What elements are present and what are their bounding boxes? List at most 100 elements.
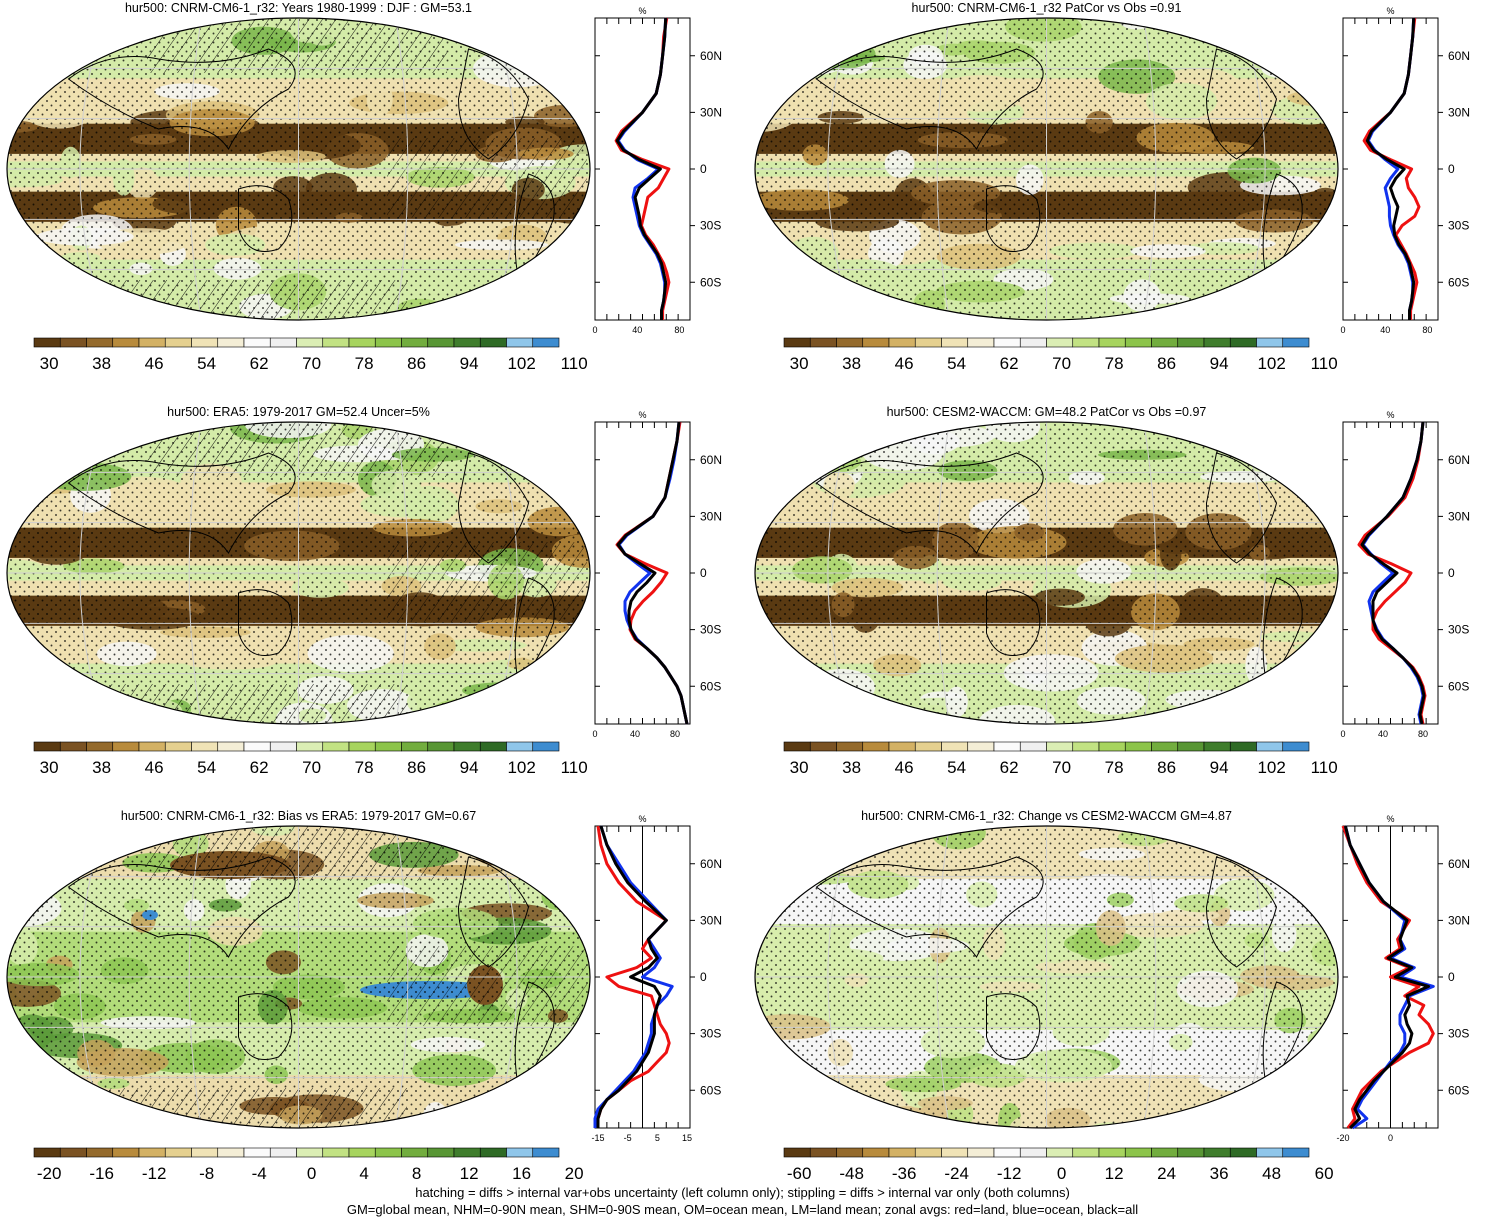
- colorbar-box: [296, 337, 324, 348]
- colorbar-label: 16: [512, 1164, 531, 1183]
- colorbar-box: [809, 741, 837, 752]
- colorbar-box: [941, 1147, 969, 1158]
- colorbar-label: 38: [842, 758, 861, 777]
- colorbar-box: [1124, 1147, 1152, 1158]
- colorbar-label: 38: [92, 758, 111, 777]
- colorbar-box: [993, 741, 1021, 752]
- coastline: [238, 993, 293, 1060]
- zonal-xtick-label: 40: [630, 729, 640, 739]
- map-title: hur500: CNRM-CM6-1_r32: Years 1980-1999 …: [125, 1, 472, 15]
- colorbar-box: [836, 337, 864, 348]
- colorbar-label: 110: [1311, 354, 1338, 373]
- zonal-ytick-label: 0: [700, 566, 707, 580]
- zonal-ytick-label: 60N: [1448, 453, 1470, 467]
- colorbar-box: [783, 1147, 811, 1158]
- colorbar-box: [138, 1147, 166, 1158]
- colorbar-label: 70: [302, 758, 321, 777]
- zonal-panel-3: % 0 40 80 60N 30N 0 30S 60S: [592, 410, 722, 739]
- hatching: [67, 1088, 407, 1128]
- colorbar-label: -20: [37, 1164, 62, 1183]
- colorbar-label: 38: [92, 354, 111, 373]
- colorbar-box: [86, 1147, 114, 1158]
- footnote-hatching: hatching = diffs > internal var+obs unce…: [415, 1185, 1070, 1200]
- colorbar-box: [1151, 741, 1179, 752]
- colorbar-box: [453, 741, 481, 752]
- zonal-ytick-label: 30N: [1448, 913, 1470, 927]
- colorbar-box: [532, 337, 560, 348]
- colorbar-box: [322, 741, 350, 752]
- zonal-ytick-label: 60N: [1448, 857, 1470, 871]
- map-border: [6, 17, 591, 321]
- colorbar-label: 54: [197, 354, 216, 373]
- zonal-line-all: [1365, 17, 1416, 320]
- colorbar-box: [1256, 1147, 1284, 1158]
- colorbar-box: [322, 337, 350, 348]
- colorbar-box: [33, 741, 61, 752]
- hatching: [67, 280, 407, 320]
- colorbar-box: [888, 1147, 916, 1158]
- colorbar-label: 54: [947, 758, 966, 777]
- colorbar-box: [1177, 1147, 1205, 1158]
- map-panel-2: hur500: CNRM-CM6-1_r32 PatCor vs Obs =0.…: [754, 1, 1339, 321]
- colorbar-box: [164, 337, 192, 348]
- colorbar-box: [836, 741, 864, 752]
- colorbar-box: [993, 337, 1021, 348]
- coastline: [67, 452, 296, 554]
- map-panel-3: hur500: ERA5: 1979-2017 GM=52.4 Uncer=5%: [6, 405, 591, 725]
- colorbar-label: 62: [1000, 354, 1019, 373]
- colorbar-box: [191, 741, 219, 752]
- coastline: [238, 589, 293, 656]
- colorbar-label: 102: [507, 758, 535, 777]
- colorbar-box: [453, 1147, 481, 1158]
- colorbar-2: 30 38 46 54 62 70 78 86 94 102 110: [783, 337, 1338, 373]
- map-border: [754, 825, 1339, 1129]
- map-field: [7, 18, 590, 320]
- zonal-ytick-label: 30S: [700, 623, 721, 637]
- colorbar-box: [506, 337, 534, 348]
- zonal-xtick-label: 5: [655, 1133, 660, 1143]
- zonal-xtick-label: 0: [592, 325, 597, 335]
- colorbar-label: 94: [1210, 354, 1229, 373]
- zonal-ytick-label: 30N: [700, 509, 722, 523]
- colorbar-box: [914, 337, 942, 348]
- colorbar-box: [1019, 741, 1047, 752]
- colorbar-box: [941, 741, 969, 752]
- colorbar-label: 110: [561, 758, 588, 777]
- colorbar-label: 12: [460, 1164, 479, 1183]
- hatching: [387, 138, 587, 218]
- colorbar-label: 62: [250, 758, 269, 777]
- colorbar-box: [243, 1147, 271, 1158]
- colorbar-box: [1046, 741, 1074, 752]
- colorbar-box: [479, 741, 507, 752]
- colorbar-box: [374, 337, 402, 348]
- colorbar-box: [86, 741, 114, 752]
- zonal-ytick-label: 0: [700, 162, 707, 176]
- colorbar-label: 30: [40, 354, 59, 373]
- colorbar-box: [269, 741, 297, 752]
- colorbar-box: [191, 1147, 219, 1158]
- colorbar-box: [217, 1147, 245, 1158]
- zonal-panel-5: % -15 -5 5 15 60N 30N 0 30S 60S: [591, 814, 722, 1143]
- colorbar-label: 60: [1315, 1164, 1334, 1183]
- coastline: [815, 48, 1044, 150]
- zonal-line-all: [1343, 825, 1430, 1130]
- colorbar-box: [1229, 741, 1257, 752]
- colorbar-box: [1072, 337, 1100, 348]
- map-title: hur500: CNRM-CM6-1_r32 PatCor vs Obs =0.…: [912, 1, 1182, 15]
- coastline: [457, 48, 530, 160]
- colorbar-box: [374, 741, 402, 752]
- colorbar-label: 36: [1210, 1164, 1229, 1183]
- zonal-panel-4: % 0 40 80 60N 30N 0 30S 60S: [1340, 410, 1470, 739]
- colorbar-box: [243, 337, 271, 348]
- zonal-line-all: [616, 421, 689, 725]
- colorbar-box: [1203, 741, 1231, 752]
- zonal-xtick-label: 80: [1418, 729, 1428, 739]
- colorbar-box: [862, 1147, 890, 1158]
- colorbar-label: 0: [1057, 1164, 1066, 1183]
- map-title: hur500: CESM2-WACCM: GM=48.2 PatCor vs O…: [887, 405, 1207, 419]
- zonal-frame: [594, 17, 691, 321]
- colorbar-box: [783, 741, 811, 752]
- colorbar-label: 86: [407, 354, 426, 373]
- colorbar-box: [1177, 337, 1205, 348]
